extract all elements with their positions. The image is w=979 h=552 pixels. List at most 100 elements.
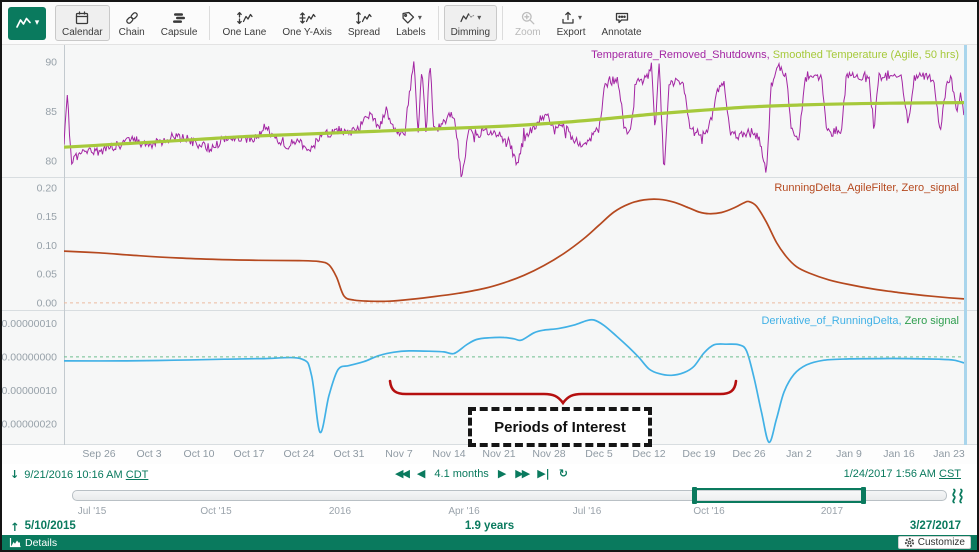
timebar-tick-label: Oct '16 [693,506,725,517]
y-tick-label: 0.15 [37,211,58,223]
timebar-track[interactable] [72,490,947,501]
one-y-axis-icon [298,11,316,24]
timebar-tick-label: 2017 [820,506,844,517]
y-tick-label: 0.00000000 [2,351,57,363]
timebar-resize-icon[interactable] [950,488,966,505]
toolbar-button-export[interactable]: ▾ Export [550,5,593,41]
toolbar-button-chain[interactable]: Chain [112,5,152,41]
toolbar-button-dimming[interactable]: ▾ Dimming [443,5,498,41]
chain-icon [125,11,138,24]
toolbar-button-one-lane[interactable]: One Lane [215,5,273,41]
lane-2[interactable]: 0.20 0.15 0.10 0.05 0.00 RunningDelta_AgileFi… [2,178,977,311]
trend-chart[interactable]: 90 85 80 Temperature_Removed_Shutdowns, Smo… [2,45,977,445]
x-tick-label: Nov 21 [482,448,516,460]
chevron-down-icon: ▾ [417,13,422,22]
legend-item[interactable]: RunningDelta_AgileFilter, [774,182,902,194]
spread-icon [356,11,373,24]
labels-icon [402,11,414,24]
y-tick-label: 0.20 [37,182,58,194]
step-forward-full-icon[interactable]: ▶▶ [515,467,530,480]
toolbar-button-label: Chain [118,27,145,38]
x-tick-label: Oct 3 [136,448,162,460]
right-edge-accent [964,45,967,464]
chevron-down-icon: ▾ [578,13,583,22]
timebar-selection[interactable] [695,488,864,503]
y-tick-label: 0.00000010 [2,318,57,330]
timebar-tick-label: Apr '16 [448,506,480,517]
step-to-end-icon[interactable]: ▶| [537,467,550,480]
step-forward-half-icon[interactable]: ▶ [497,467,507,480]
display-end-datetime[interactable]: 1/24/2017 1:56 AM [843,468,936,480]
toolbar-button-labels[interactable]: ▾ Labels [389,5,432,41]
duration-label[interactable]: 4.1 months [434,467,489,480]
lane-3[interactable]: 0.00000010 0.00000000 -0.00000010 -0.000000… [2,311,977,445]
investigate-timebar: Jul '15 Oct '15 2016 Apr '16 Jul '16 Oct '16 2… [2,486,977,519]
customize-button[interactable]: Customize [897,536,971,549]
legend-item[interactable]: Temperature_Removed_Shutdowns, [591,49,773,61]
y-tick-label: -0.00000020 [2,418,57,430]
display-range-end[interactable]: 1/24/2017 1:56 AM CST [844,468,961,480]
toolbar-button-spread[interactable]: Spread [341,5,387,41]
range-start[interactable]: ↑ 5/10/2015 [10,520,76,534]
chevron-down-icon: ▾ [477,13,482,22]
timezone-link[interactable]: CDT [125,468,149,481]
timebar-handle-left[interactable] [692,487,697,504]
y-tick-label: 0.05 [37,269,58,281]
x-tick-label: Oct 17 [233,448,265,460]
calendar-icon [76,10,89,24]
timebar-handle-right[interactable] [861,487,866,504]
toolbar: ▾ Calendar Chain Capsule One Lane [2,2,977,45]
legend-item[interactable]: Smoothed Temperature (Agile, 50 hrs) [772,49,959,61]
range-end-date[interactable]: 3/27/2017 [909,520,961,532]
series-derivative-of-runningdelta [64,318,964,444]
x-tick-label: Dec 26 [732,448,766,460]
toolbar-button-label: Export [556,27,586,38]
timebar-tick-label: Jul '15 [77,506,107,517]
capsule-icon [173,12,186,23]
lane-legend: RunningDelta_AgileFilter, Zero_signal [774,182,959,194]
lane-legend: Temperature_Removed_Shutdowns, Smoothed … [591,49,959,61]
details-chart-icon [9,538,21,548]
range-duration[interactable]: 1.9 years [464,520,515,532]
zoom-icon [521,11,535,24]
x-tick-label: Dec 12 [632,448,666,460]
timebar-tick-label: Oct '15 [200,506,232,517]
x-axis-labels: Sep 26 Oct 3 Oct 10 Oct 17 Oct 24 Oct 31 Nov 7… [2,445,977,464]
gear-icon [904,537,914,548]
arrow-down-icon: ↓ [10,468,20,481]
toolbar-separator [437,6,439,40]
legend-item[interactable]: Zero_signal [901,182,959,194]
range-start-date[interactable]: 5/10/2015 [24,520,76,532]
x-tick-label: Sep 26 [82,448,116,460]
toolbar-button-capsule[interactable]: Capsule [154,5,205,41]
x-tick-label: Nov 14 [432,448,466,460]
toolbar-button-annotate[interactable]: Annotate [595,5,649,41]
details-panel-toggle[interactable]: Details [9,535,57,550]
display-start-datetime[interactable]: 9/21/2016 10:16 AM [24,468,123,481]
toolbar-button-label: Zoom [515,27,541,38]
arrow-up-icon: ↑ [10,520,20,534]
toolbar-button-one-y-axis[interactable]: One Y-Axis [275,5,338,41]
series-temperature-removed-shutdowns [64,61,964,177]
refresh-icon[interactable]: ↻ [558,467,568,480]
lane-1[interactable]: 90 85 80 Temperature_Removed_Shutdowns, Smo… [2,45,977,178]
y-tick-label: 90 [45,56,57,68]
timebar-tick-label: 2016 [328,506,352,517]
toolbar-button-calendar[interactable]: Calendar [55,5,110,41]
legend-item[interactable]: Zero signal [904,315,959,327]
x-tick-label: Jan 16 [883,448,915,460]
range-navigation-controls: ◀◀ ◀ 4.1 months ▶ ▶▶ ▶| ↻ [395,467,568,480]
worksheet-view-button[interactable]: ▾ [8,6,46,40]
x-tick-label: Jan 2 [786,448,812,460]
timebar-tick-label: Jul '16 [572,506,602,517]
one-lane-icon [237,11,253,24]
toolbar-button-label: Spread [347,27,381,38]
step-back-full-icon[interactable]: ◀◀ [395,467,410,480]
dimming-icon [460,12,475,22]
toolbar-button-label: One Y-Axis [282,27,332,38]
timezone-link[interactable]: CST [939,468,961,480]
legend-item[interactable]: Derivative_of_RunningDelta, [761,315,905,327]
step-back-half-icon[interactable]: ◀ [416,467,426,480]
display-range-start[interactable]: ↓ 9/21/2016 10:16 AM CDT [10,468,148,481]
